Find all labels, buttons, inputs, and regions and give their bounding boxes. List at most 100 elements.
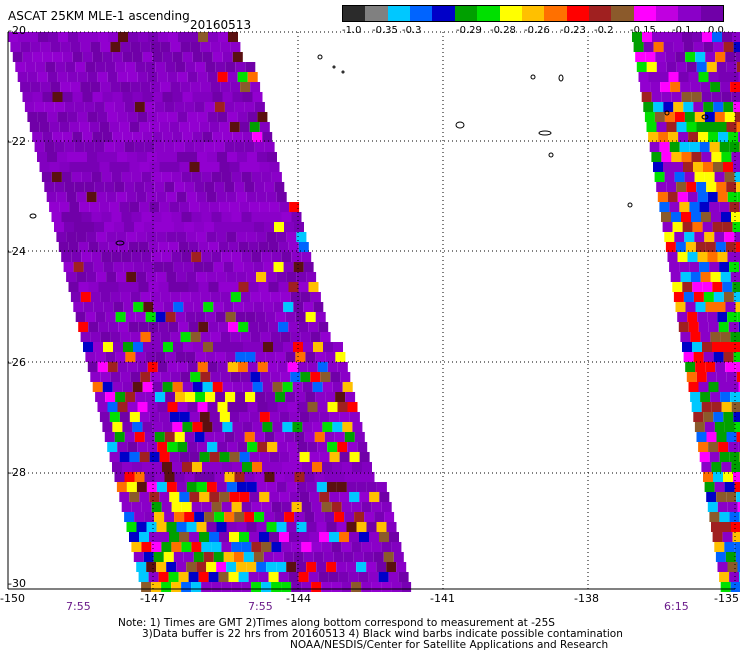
- swath-cell: [152, 502, 162, 512]
- swath-cell: [320, 452, 330, 462]
- swath-cell: [142, 462, 152, 472]
- swath-cell: [267, 192, 277, 202]
- swath-cell: [141, 582, 151, 592]
- swath-cell: [171, 332, 181, 342]
- swath-cell: [202, 212, 212, 222]
- swath-cell: [297, 442, 307, 452]
- pass-time-center: 7:55: [248, 601, 273, 613]
- swath-cell: [725, 362, 735, 372]
- swath-cell: [167, 442, 177, 452]
- swath-cell: [294, 262, 304, 272]
- swath-cell: [224, 552, 234, 562]
- swath-cell: [322, 502, 332, 512]
- swath-cell: [162, 462, 172, 472]
- swath-cell: [221, 582, 231, 592]
- swath-cell: [261, 252, 271, 262]
- swath-cell: [159, 282, 169, 292]
- swath-cell: [219, 492, 229, 502]
- swath-cell: [726, 242, 736, 252]
- swath-cell: [136, 562, 146, 572]
- swath-cell: [698, 192, 708, 202]
- swath-cell: [210, 42, 220, 52]
- swath-cell: [267, 152, 277, 162]
- swath-cell: [162, 502, 172, 512]
- swath-cell: [728, 442, 738, 452]
- swath-cell: [709, 72, 719, 82]
- swath-cell: [225, 432, 235, 442]
- swath-cell: [227, 442, 237, 452]
- swath-cell: [232, 502, 242, 512]
- lon-label-144: -144: [286, 593, 311, 605]
- swath-cell: [263, 302, 273, 312]
- swath-cell: [115, 142, 125, 152]
- swath-cell: [700, 392, 710, 402]
- swath-cell: [269, 572, 279, 582]
- swath-cell: [721, 582, 731, 592]
- swath-cell: [699, 382, 709, 392]
- swath-cell: [40, 122, 50, 132]
- swath-cell: [676, 302, 686, 312]
- swath-cell: [730, 142, 740, 152]
- swath-cell: [132, 172, 142, 182]
- swath-cell: [127, 152, 137, 162]
- swath-cell: [73, 92, 83, 102]
- swath-cell: [233, 302, 243, 312]
- swath-cell: [122, 132, 132, 142]
- swath-cell: [295, 432, 305, 442]
- swath-cell: [195, 392, 205, 402]
- swath-cell: [181, 582, 191, 592]
- swath-cell: [103, 92, 113, 102]
- swath-cell: [274, 262, 284, 272]
- swath-cell: [241, 252, 251, 262]
- swath-cell: [118, 32, 128, 42]
- swath-cell: [157, 442, 167, 452]
- swath-cell: [655, 172, 665, 182]
- swath-cell: [117, 152, 127, 162]
- footnote-line-3: NOAA/NESDIS/Center for Satellite Applica…: [290, 639, 608, 651]
- swath-cell: [205, 142, 215, 152]
- swath-cell: [159, 572, 169, 582]
- swath-cell: [200, 82, 210, 92]
- swath-cell: [234, 512, 244, 522]
- swath-cell: [160, 372, 170, 382]
- swath-cell: [96, 232, 106, 242]
- swath-cell: [105, 392, 115, 402]
- swath-cell: [189, 202, 199, 212]
- swath-cell: [198, 362, 208, 372]
- swath-cell: [69, 242, 79, 252]
- swath-cell: [205, 352, 215, 362]
- swath-cell: [255, 102, 265, 112]
- swath-cell: [698, 252, 708, 262]
- swath-cell: [255, 352, 265, 362]
- swath-cell: [99, 202, 109, 212]
- swath-cell: [60, 82, 70, 92]
- swath-cell: [330, 372, 340, 382]
- swath-cell: [215, 142, 225, 152]
- swath-cell: [139, 202, 149, 212]
- swath-cell: [64, 262, 74, 272]
- swath-cell: [684, 232, 694, 242]
- swath-cell: [632, 32, 642, 42]
- swath-cell: [674, 42, 684, 52]
- swath-cell: [110, 162, 120, 172]
- swath-cell: [78, 32, 88, 42]
- swath-cell: [70, 42, 80, 52]
- swath-cell: [234, 262, 244, 272]
- swath-cell: [156, 562, 166, 572]
- swath-cell: [654, 42, 664, 52]
- swath-cell: [125, 142, 135, 152]
- swath-cell: [172, 172, 182, 182]
- swath-cell: [218, 322, 228, 332]
- swath-cell: [40, 82, 50, 92]
- swath-cell: [718, 192, 728, 202]
- swath-cell: [120, 82, 130, 92]
- swath-cell: [153, 92, 163, 102]
- swath-cell: [209, 532, 219, 542]
- swath-cell: [110, 452, 120, 462]
- swath-cell: [721, 462, 731, 472]
- swath-cell: [167, 112, 177, 122]
- swath-cell: [332, 422, 342, 432]
- swath-cell: [720, 392, 730, 402]
- swath-cell: [184, 512, 194, 522]
- swath-cell: [279, 492, 289, 502]
